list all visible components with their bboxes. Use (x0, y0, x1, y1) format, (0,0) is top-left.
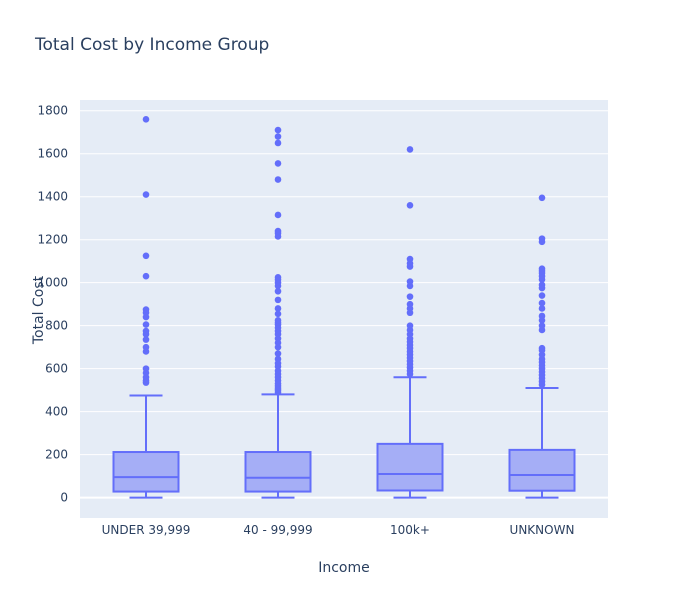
outlier-point (142, 343, 150, 351)
outlier-point (538, 344, 546, 352)
outlier-point (274, 139, 282, 147)
y-tick-label: 600 (45, 362, 68, 376)
x-axis-title: Income (318, 560, 370, 576)
iqr-box (376, 442, 444, 492)
outlier-point (274, 211, 282, 219)
y-gridlines (80, 110, 608, 499)
outlier-point (274, 126, 282, 134)
outlier-point (538, 299, 546, 307)
outlier-point (142, 327, 150, 335)
box-group (376, 146, 444, 499)
x-tick-label: 40 - 99,999 (243, 523, 312, 537)
iqr-box (112, 451, 180, 493)
outlier-point (274, 227, 282, 235)
outlier-point (538, 305, 546, 312)
box-series (112, 116, 576, 499)
outlier-point (538, 235, 546, 242)
box-group (112, 116, 180, 499)
outlier-point (142, 321, 150, 328)
outlier-point (274, 133, 282, 140)
outlier-point (274, 160, 282, 167)
outlier-point (274, 305, 282, 312)
y-axis-ticks: 0 200 400 600 800 1000 1200 1400 1600 1800 (37, 104, 68, 505)
outlier-point (142, 116, 150, 123)
x-tick-label: 100k+ (390, 523, 430, 537)
outlier-point (142, 365, 150, 372)
y-tick-label: 1600 (37, 147, 68, 161)
plot-area (80, 100, 608, 518)
outlier-point (274, 355, 282, 363)
outlier-point (142, 306, 150, 313)
outlier-point (538, 312, 546, 320)
iqr-box (508, 448, 576, 492)
outlier-point (274, 316, 282, 324)
box-group (508, 194, 576, 499)
y-axis-title: Total Cost (31, 275, 47, 345)
outlier-point (142, 252, 150, 260)
box-group (244, 126, 312, 499)
outlier-point (406, 202, 414, 209)
outlier-point (274, 310, 282, 318)
y-tick-label: 1400 (37, 190, 68, 204)
outlier-point (142, 191, 150, 198)
outlier-point (142, 272, 150, 280)
y-tick-label: 200 (45, 448, 68, 462)
y-tick-label: 400 (45, 405, 68, 419)
outlier-point (274, 350, 282, 357)
outlier-point (538, 194, 546, 202)
outlier-point (274, 287, 282, 295)
outlier-point (406, 278, 414, 285)
chart-title: Total Cost by Income Group (34, 35, 269, 55)
outlier-point (538, 322, 546, 329)
outlier-point (538, 265, 546, 273)
outlier-point (274, 296, 282, 304)
outlier-point (406, 322, 414, 329)
outlier-point (142, 336, 150, 343)
outlier-point (406, 293, 414, 300)
outlier-point (406, 255, 414, 263)
iqr-box (244, 451, 312, 493)
y-tick-label: 800 (45, 319, 68, 333)
outlier-point (274, 274, 282, 281)
x-tick-label: UNDER 39,999 (102, 523, 191, 537)
outlier-point (538, 292, 546, 299)
outlier-point (406, 146, 414, 153)
y-tick-label: 1800 (37, 104, 68, 118)
outlier-point (538, 281, 546, 289)
outlier-point (274, 176, 282, 183)
y-tick-label: 1200 (37, 233, 68, 247)
y-tick-label: 0 (60, 491, 68, 505)
y-tick-label: 1000 (37, 276, 68, 290)
x-axis-ticks: UNDER 39,999 40 - 99,999 100k+ UNKNOWN (102, 523, 575, 537)
x-tick-label: UNKNOWN (510, 523, 575, 537)
outlier-point (406, 300, 414, 308)
